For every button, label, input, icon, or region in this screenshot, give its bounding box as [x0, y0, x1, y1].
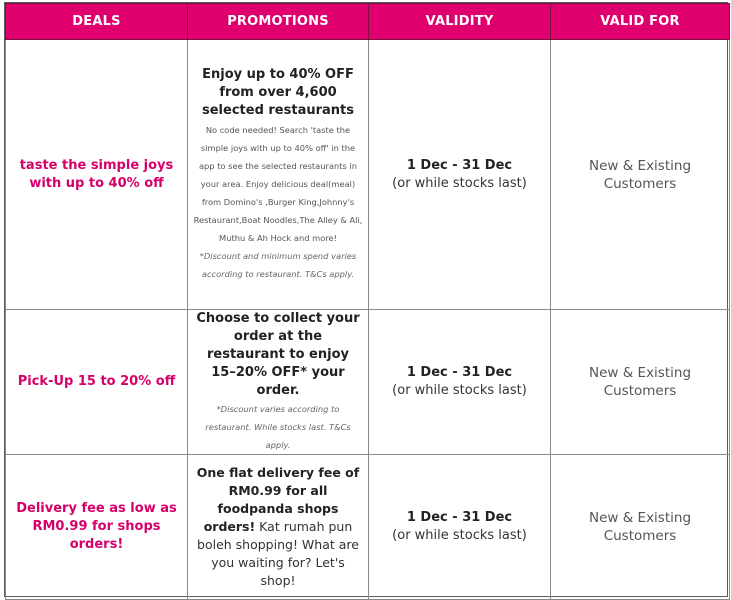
promotions-table-frame: DEALS PROMOTIONS VALIDITY VALID FOR tast… [4, 2, 730, 600]
deal-cell: Delivery fee as low as RM0.99 for shops … [5, 454, 188, 600]
promotion-text: One flat delivery fee of RM0.99 for all … [194, 464, 362, 590]
deal-name: Delivery fee as low as RM0.99 for shops … [16, 501, 177, 552]
validity-note: (or while stocks last) [392, 528, 527, 543]
header-deals: DEALS [5, 3, 188, 40]
valid-for-cell: New & Existing Customers [550, 454, 730, 600]
valid-for-cell: New & Existing Customers [550, 309, 730, 455]
header-valid-for: VALID FOR [550, 3, 730, 40]
validity-dates: 1 Dec - 31 Dec [406, 365, 513, 380]
deal-cell: Pick-Up 15 to 20% off [5, 309, 188, 455]
validity-cell: 1 Dec - 31 Dec (or while stocks last) [368, 454, 551, 600]
validity-cell: 1 Dec - 31 Dec (or while stocks last) [368, 309, 551, 455]
promotion-headline: Choose to collect your order at the rest… [196, 311, 360, 398]
table-row: Pick-Up 15 to 20% off Choose to collect … [5, 309, 730, 455]
promotion-cell: One flat delivery fee of RM0.99 for all … [187, 454, 369, 600]
valid-for-text: New & Existing Customers [588, 365, 692, 399]
valid-for-cell: New & Existing Customers [550, 39, 730, 310]
validity-note: (or while stocks last) [392, 175, 527, 191]
valid-for-text: New & Existing Customers [588, 510, 692, 544]
table-row: Delivery fee as low as RM0.99 for shops … [5, 454, 730, 600]
validity-cell: 1 Dec - 31 Dec (or while stocks last) [368, 39, 551, 310]
deal-cell: taste the simple joys with up to 40% off [5, 39, 188, 310]
promotions-table: DEALS PROMOTIONS VALIDITY VALID FOR tast… [5, 3, 730, 600]
promotion-headline: One flat delivery fee of RM0.99 for all … [196, 465, 360, 534]
header-promotions: PROMOTIONS [187, 3, 369, 40]
valid-for-text: New & Existing Customers [588, 157, 692, 192]
promotion-cell: Enjoy up to 40% OFF from over 4,600 sele… [187, 39, 369, 310]
validity-dates: 1 Dec - 31 Dec [406, 157, 513, 173]
validity-note: (or while stocks last) [392, 383, 527, 398]
promotion-footnote: *Discount and minimum spend varies accor… [199, 251, 357, 279]
validity-dates: 1 Dec - 31 Dec [406, 510, 513, 525]
promotion-detail: Kat rumah pun boleh shopping! What are y… [197, 519, 359, 588]
promotion-detail: No code needed! Search 'taste the simple… [193, 125, 363, 243]
table-row: taste the simple joys with up to 40% off… [5, 39, 730, 310]
promotion-cell: Choose to collect your order at the rest… [187, 309, 369, 455]
deal-name: Pick-Up 15 to 20% off [17, 374, 176, 389]
header-validity: VALIDITY [368, 3, 551, 40]
deal-name: taste the simple joys with up to 40% off [19, 157, 174, 191]
promotion-footnote: *Discount varies according to restaurant… [205, 404, 351, 450]
table-header-row: DEALS PROMOTIONS VALIDITY VALID FOR [5, 3, 730, 40]
promotion-headline: Enjoy up to 40% OFF from over 4,600 sele… [202, 67, 354, 118]
